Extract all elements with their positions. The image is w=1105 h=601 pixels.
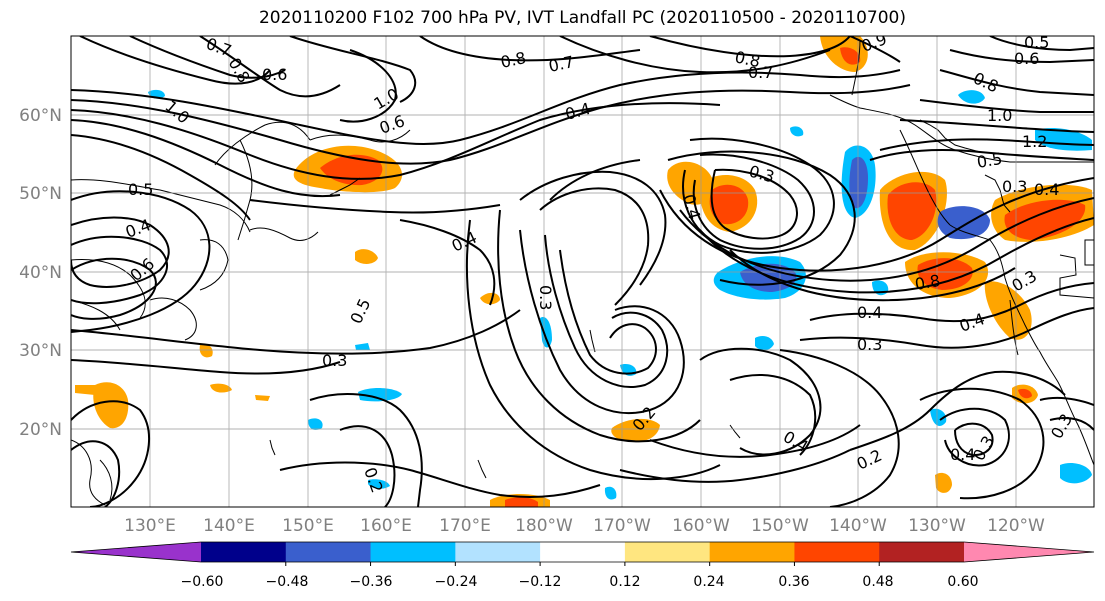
contour-label: 0.3 [322,351,347,370]
lon-label: 160°W [672,516,730,536]
colorbar-outline [70,541,1095,563]
shade-positive [255,395,270,401]
contour-label: 0.8 [913,271,941,294]
contour-label: 1.2 [1022,132,1047,151]
colorbar-segment [455,542,541,562]
colorbar-segment [709,542,795,562]
contour-label: 0.8 [499,48,528,72]
shade-negative [355,343,370,350]
shade-negative-core [849,156,868,209]
lat-label: 30°N [19,341,62,361]
contour-label: 0.8 [733,47,762,71]
contour-label: 0.7 [748,63,773,82]
shade-positive [199,344,213,358]
longitude-labels: 130°E 140°E 150°E 160°E 170°E 180°W 170°… [124,516,1045,536]
lon-label: 150°E [282,516,334,536]
shade-positive [935,472,952,493]
shade-positive [93,382,129,429]
shade-positive-core [505,497,538,507]
lat-label: 50°N [19,184,62,204]
shade-negative [368,479,390,489]
contour-label: 0.5 [975,149,1003,172]
shade-positive-core [709,184,749,225]
colorbar-extend-high [964,542,1094,562]
pv-shading [75,36,1094,507]
shade-positive [355,249,378,264]
contour-label: 0.6 [1014,49,1039,68]
shade-positive-core [1004,199,1086,240]
colorbar-tick-label: 0.12 [609,574,640,590]
map-frame [70,35,1095,508]
shade-negative [540,316,552,348]
shade-negative [790,126,804,137]
contour-label: 1.0 [987,106,1012,125]
colorbar-tick-label: 0.60 [947,574,978,590]
contour-label: 0.3 [536,285,555,310]
shade-negative [358,388,402,402]
shade-positive-core [1018,388,1032,399]
colorbar-segment [879,542,965,562]
colorbar-segment [201,542,287,562]
shade-negative [1060,463,1092,484]
colorbar [70,541,1095,566]
contour-label: 0.5 [128,180,153,199]
colorbar-segment [540,542,626,562]
contour-label: 0.6 [262,65,287,84]
lat-label: 40°N [19,263,62,283]
map-area: 0.7 0.8 0.6 0.8 0.7 0.8 0.7 0.5 0.9 0.6 … [71,33,1094,507]
contour-label: 0.4 [1034,180,1059,199]
shade-positive [480,292,500,305]
shade-negative [308,418,323,430]
colorbar-tick-label: −0.36 [350,574,393,590]
colorbar-tick-label: 0.24 [693,574,724,590]
latitude-labels: 60°N 50°N 40°N 30°N 20°N [19,106,62,440]
contour-label: 0.4 [950,445,975,464]
shade-negative [958,90,985,104]
colorbar-tick-label: −0.48 [266,574,309,590]
colorbar-tick-label: −0.24 [435,574,478,590]
shade-positive-core [840,47,861,65]
lon-label: 130°E [124,516,176,536]
lon-label: 140°E [203,516,255,536]
figure-title: 2020110200 F102 700 hPa PV, IVT Landfall… [258,8,906,28]
lat-label: 60°N [19,106,62,126]
contour-label: 0.4 [857,303,882,322]
lon-label: 150°W [751,516,809,536]
colorbar-tick-label: 0.48 [862,574,893,590]
lon-label: 120°W [987,516,1045,536]
colorbar-segment [624,542,711,562]
colorbar-extend-low [71,542,201,562]
colorbar-tick-label: 0.36 [778,574,809,590]
lon-label: 170°W [593,516,651,536]
contour-label: 0.3 [1002,177,1027,196]
shade-positive-core [887,182,937,240]
colorbar-segment [794,542,880,562]
colorbar-segment [370,542,456,562]
ivt-contours [71,36,1094,507]
shade-negative [937,206,990,240]
shade-negative [755,336,774,351]
contour-label: 0.5 [1024,33,1049,52]
colorbar-segment [285,542,372,562]
colorbar-ticks: −0.60 −0.48 −0.36 −0.24 −0.12 0.12 0.24 … [181,574,979,590]
lon-label: 130°W [908,516,966,536]
lat-label: 20°N [19,420,62,440]
graticule [71,36,1094,507]
contour-label: 0.3 [857,335,882,354]
lon-label: 170°E [439,516,491,536]
shade-negative [604,486,617,500]
lon-label: 160°E [360,516,412,536]
colorbar-tick-label: −0.12 [519,574,562,590]
colorbar-tick-label: −0.60 [181,574,224,590]
shade-positive [210,383,232,393]
shade-positive [75,385,95,395]
coastlines [71,39,1094,506]
contour-label: 0.7 [547,52,576,76]
shade-positive-core [917,258,973,290]
shade-positive [611,418,660,442]
lon-label: 140°W [829,516,887,536]
lon-label: 180°W [515,516,573,536]
shade-negative [930,408,947,426]
